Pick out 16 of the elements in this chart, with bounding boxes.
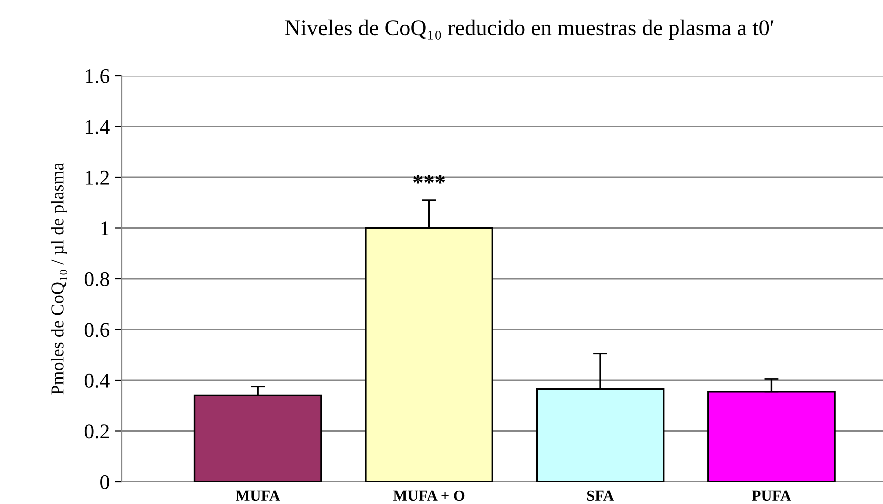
y-tick-label: 0.8 <box>84 272 110 287</box>
x-tick-label: MUFA + O <box>394 490 465 502</box>
y-tick-label: 1.6 <box>86 69 110 84</box>
x-tick-label: PUFA <box>752 490 792 502</box>
y-tick-label: 1 <box>102 222 109 236</box>
y-tick-label: 0 <box>100 475 110 490</box>
x-tick-label: MUFA <box>236 490 280 502</box>
y-tick-label: 0.2 <box>84 424 110 439</box>
annotation: *** <box>414 175 446 184</box>
y-tick-label: 0.4 <box>84 374 110 388</box>
y-tick-label: 1.4 <box>86 120 110 134</box>
chart-title: Niveles de CoQ₁₀ reducido en muestras de plasma a t0′ <box>285 20 774 40</box>
y-axis-title: Pmoles de CoQ₁₀ / µl de plasma <box>51 162 68 395</box>
y-tick-label: 1.2 <box>86 170 110 186</box>
y-tick-label: 0.6 <box>84 323 110 338</box>
x-tick-label: SFA <box>587 490 614 502</box>
